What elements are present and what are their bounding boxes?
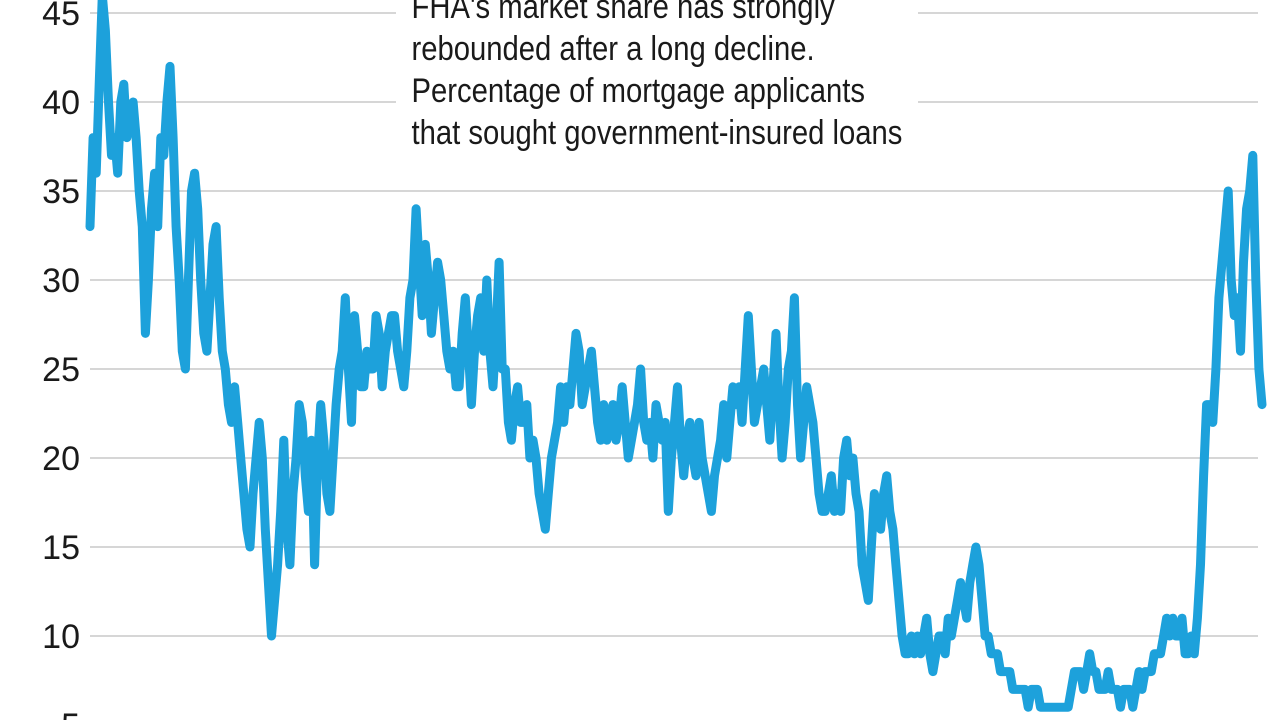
chart-title: FHA's market share has strongly rebounde…: [396, 0, 918, 162]
y-tick-label-40: 40: [42, 84, 80, 122]
y-axis-tick-labels: 5 10 15 20 25 30 35 40 45: [42, 0, 80, 720]
y-tick-label-15: 15: [42, 529, 80, 567]
title-line-4: that sought government-insured loans: [411, 114, 903, 152]
title-line-1: FHA's market share has strongly: [411, 0, 835, 26]
y-tick-label-30: 30: [42, 262, 80, 300]
title-line-2: rebounded after a long decline.: [411, 30, 815, 68]
y-tick-label-5: 5: [61, 707, 80, 720]
y-tick-label-25: 25: [42, 351, 80, 389]
y-tick-label-35: 35: [42, 173, 80, 211]
y-tick-label-45: 45: [42, 0, 80, 33]
series-line: [85, 0, 1267, 712]
y-tick-label-10: 10: [42, 618, 80, 656]
title-line-3: Percentage of mortgage applicants: [411, 72, 865, 110]
data-series: [85, 0, 1267, 712]
y-tick-label-20: 20: [42, 440, 80, 478]
